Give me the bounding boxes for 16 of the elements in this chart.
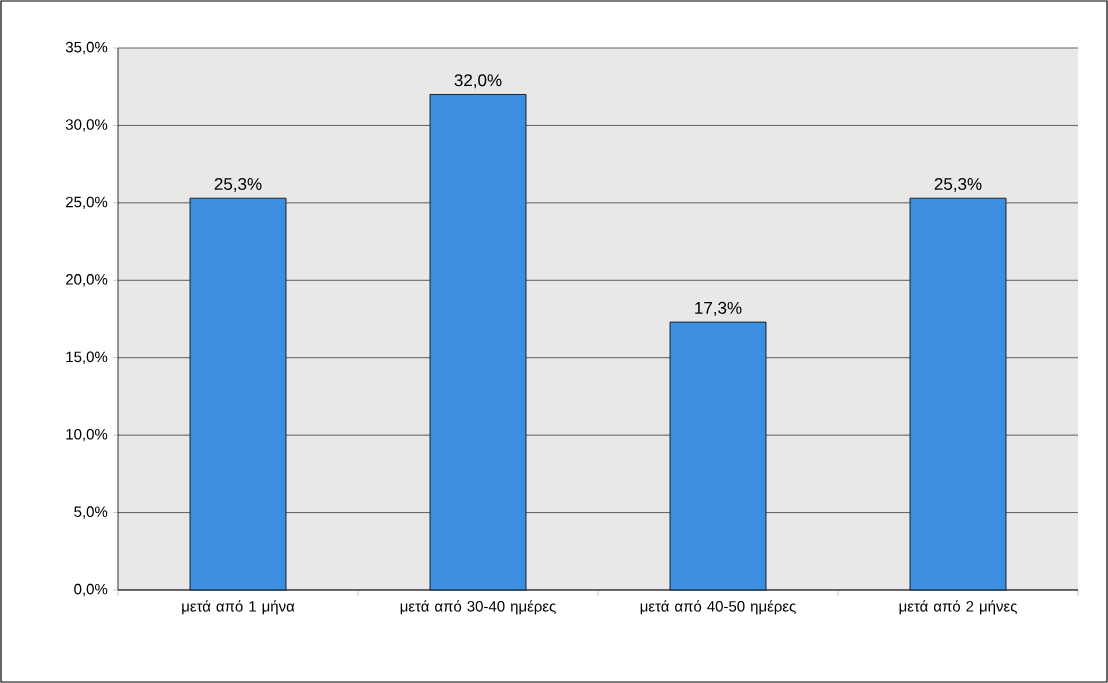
y-tick-label: 30,0% bbox=[65, 119, 108, 132]
y-tick-label: 35,0% bbox=[65, 41, 108, 55]
y-tick-label: 25,0% bbox=[66, 196, 108, 210]
y-tick-label: 0,0% bbox=[74, 583, 108, 597]
x-tick-label: μετά από 2 μήνες bbox=[899, 600, 1017, 615]
y-tick-label: 5,0% bbox=[74, 506, 108, 519]
data-label: 25,3% bbox=[214, 177, 262, 193]
y-tick-label: 15,0% bbox=[66, 351, 108, 364]
y-tick-label: 20,0% bbox=[66, 274, 108, 287]
x-tick-label: μετά από 30-40 ημέρες bbox=[400, 600, 556, 615]
data-label: 25,3% bbox=[934, 177, 982, 193]
data-label: 17,3% bbox=[695, 301, 742, 316]
x-tick-label: μετά από 40-50 ημέρες bbox=[640, 600, 796, 615]
y-tick-label: 10,0% bbox=[66, 428, 108, 442]
x-tick-label: μετά από 1 μήνα bbox=[182, 600, 295, 615]
data-label: 32,0% bbox=[454, 74, 502, 89]
